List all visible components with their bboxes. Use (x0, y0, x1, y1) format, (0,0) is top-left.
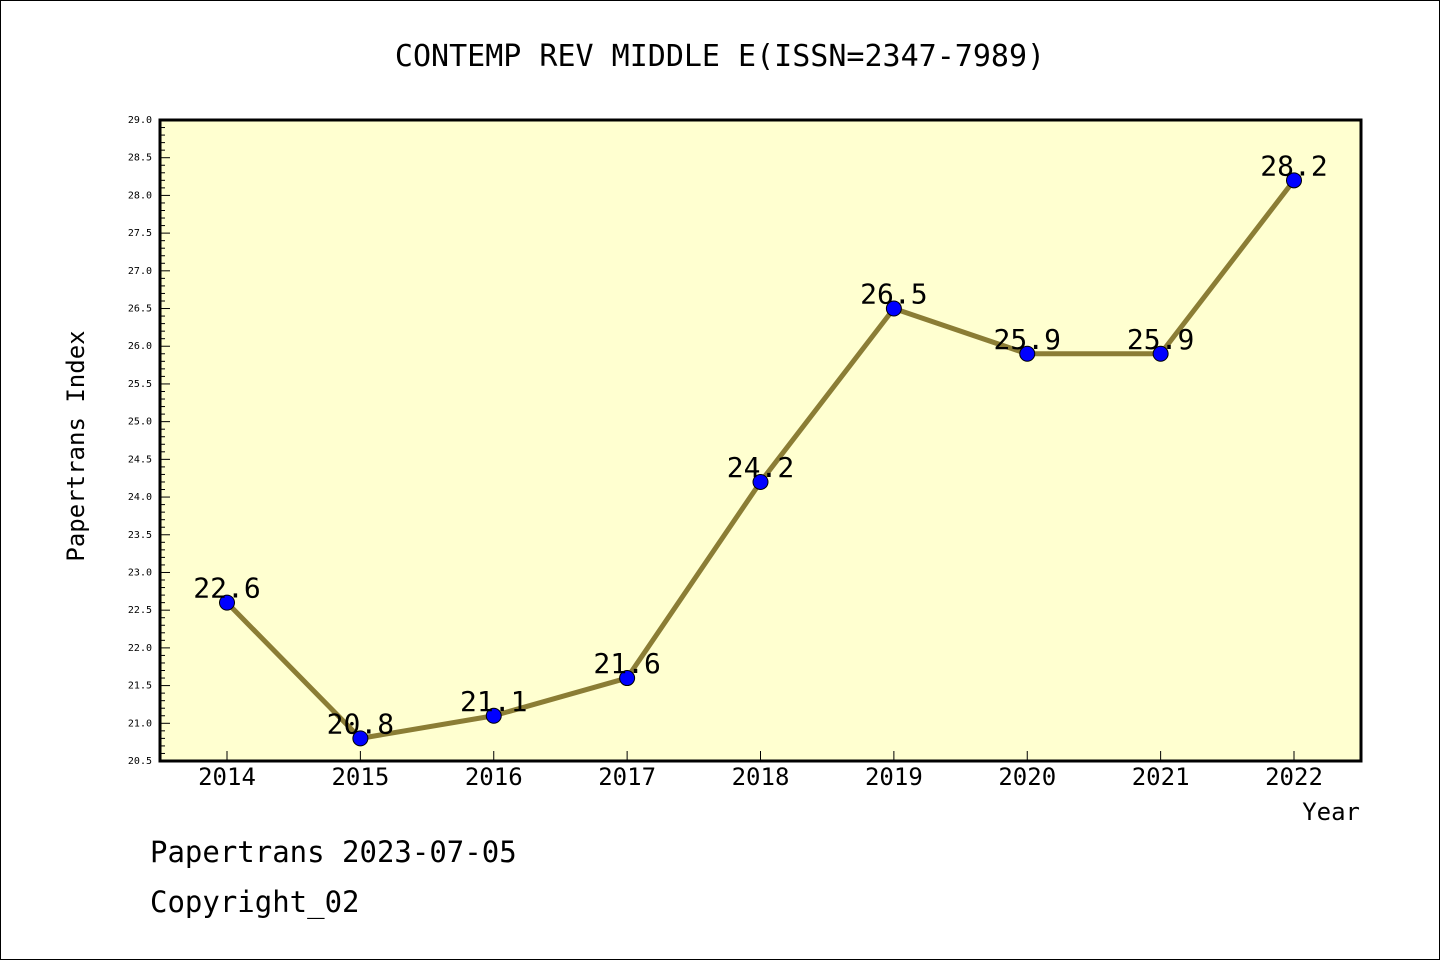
data-label: 21.1 (460, 685, 527, 718)
x-tick-label: 2014 (198, 763, 256, 791)
data-point (1152, 345, 1169, 362)
y-tick-label: 27.0 (128, 266, 152, 277)
data-point (1286, 172, 1302, 189)
y-tick-label: 21.5 (128, 681, 152, 692)
y-tick-label: 25.0 (128, 417, 152, 428)
y-tick-label: 26.5 (128, 304, 152, 315)
y-tick-label: 25.5 (128, 379, 152, 390)
x-tick-label: 2017 (598, 763, 656, 791)
data-label: 22.6 (193, 572, 260, 605)
y-tick-label: 28.5 (128, 153, 152, 164)
data-label: 26.5 (860, 278, 927, 311)
y-tick-label: 24.0 (128, 492, 152, 503)
data-point (885, 300, 902, 317)
y-tick-label: 22.5 (128, 605, 152, 616)
y-axis-label: Papertrans Index (62, 330, 90, 561)
data-label: 24.2 (727, 451, 794, 484)
y-tick-label: 24.5 (128, 454, 152, 465)
plot-area (160, 120, 1361, 761)
x-axis-label: Year (1302, 798, 1360, 826)
y-tick-label: 22.0 (128, 643, 152, 654)
y-tick-label: 23.0 (128, 567, 152, 578)
data-point (1019, 345, 1036, 362)
x-tick-label: 2016 (465, 763, 523, 791)
data-label: 20.8 (327, 707, 394, 740)
data-label: 25.9 (994, 323, 1061, 356)
data-point (752, 473, 769, 490)
footer-date-text: Papertrans 2023-07-05 (150, 835, 517, 869)
y-tick-label: 29.0 (128, 115, 152, 126)
data-point (219, 594, 235, 611)
plot-border (158, 118, 1363, 763)
x-tick-label: 2020 (998, 763, 1056, 791)
footer-copyright-text: Copyright_02 (150, 885, 360, 919)
y-tick-label: 21.0 (128, 718, 152, 729)
data-point (352, 730, 369, 747)
series-layer: 22.6 20.8 21.1 21.6 24.2 26.5 25.9 25.9 28.2 (193, 149, 1328, 747)
data-label: 28.2 (1260, 149, 1327, 182)
x-tick-label: 2018 (732, 763, 790, 791)
x-tick-label: 2022 (1265, 763, 1323, 791)
y-tick-label: 28.0 (128, 190, 152, 201)
y-tick-label: 20.5 (128, 756, 152, 767)
y-tick-label: 26.0 (128, 341, 152, 352)
data-label: 21.6 (593, 647, 660, 680)
data-point (485, 707, 502, 724)
chart-title: CONTEMP REV MIDDLE E(ISSN=2347-7989) (395, 39, 1045, 74)
data-point (619, 670, 636, 687)
y-tick-label: 27.5 (128, 228, 152, 239)
x-tick-label: 2015 (331, 763, 389, 791)
x-axis-ticks: 2014 2015 2016 2017 2018 2019 2020 2021 2022 (198, 751, 1323, 791)
data-label: 25.9 (1127, 323, 1194, 356)
y-tick-label: 23.5 (128, 530, 152, 541)
x-tick-label: 2019 (865, 763, 923, 791)
x-tick-label: 2021 (1132, 763, 1190, 791)
